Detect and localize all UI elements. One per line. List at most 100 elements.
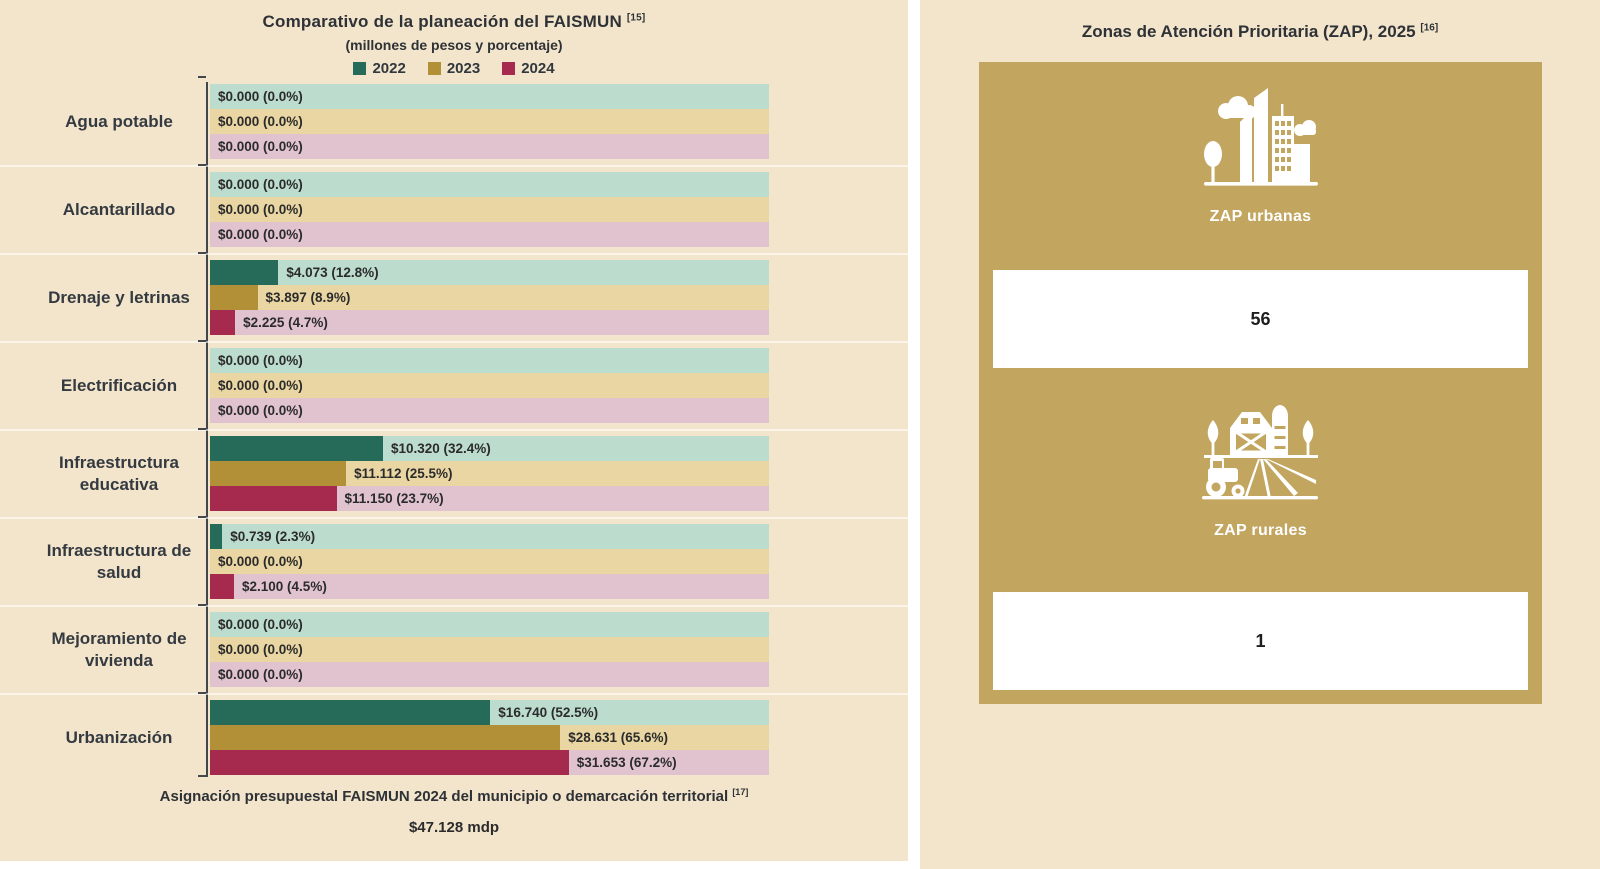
bar-row: $31.653 (67.2%) bbox=[210, 750, 769, 775]
bar-value-label: $11.112 (25.5%) bbox=[354, 466, 453, 481]
category-bars: $0.000 (0.0%) $0.000 (0.0%) $0.000 (0.0%… bbox=[210, 172, 769, 247]
category-group: Infraestructura educativa $10.320 (32.4%… bbox=[0, 428, 1023, 519]
category-bars: $0.000 (0.0%) $0.000 (0.0%) $0.000 (0.0%… bbox=[210, 84, 769, 159]
bar-fill bbox=[210, 436, 383, 461]
bar-value-label: $0.739 (2.3%) bbox=[230, 529, 316, 544]
bar-row: $0.739 (2.3%) bbox=[210, 524, 769, 549]
zap-urban-label: ZAP urbanas bbox=[1209, 208, 1312, 225]
bar-value-label: $0.000 (0.0%) bbox=[218, 667, 303, 682]
bar-fill bbox=[210, 524, 223, 549]
city-icon bbox=[1203, 88, 1318, 186]
chart-legend: 2022 2023 2024 bbox=[0, 60, 908, 77]
bar-value-label: $31.653 (67.2%) bbox=[576, 755, 677, 770]
bar-fill bbox=[210, 574, 235, 599]
legend-item-2024: 2024 bbox=[502, 60, 555, 77]
bar-row: $0.000 (0.0%) bbox=[210, 612, 769, 637]
bar-fill bbox=[210, 700, 491, 725]
bar-row: $0.000 (0.0%) bbox=[210, 373, 769, 398]
bar-value-label: $0.000 (0.0%) bbox=[218, 89, 303, 104]
bar-value-label: $4.073 (12.8%) bbox=[286, 265, 379, 280]
bar-row: $0.000 (0.0%) bbox=[210, 348, 769, 373]
chart-groups: Agua potable $0.000 (0.0%) $0.000 (0.0%)… bbox=[0, 76, 1023, 775]
category-bars: $10.320 (32.4%) $11.112 (25.5%) $11.150 … bbox=[210, 436, 769, 511]
chart-title-text: Comparativo de la planeación del FAISMUN bbox=[262, 12, 622, 31]
budget-allocation-value: $47.128 mdp bbox=[408, 819, 500, 836]
budget-allocation-text: Asignación presupuestal FAISMUN 2024 del… bbox=[159, 788, 729, 805]
bar-value-label: $0.000 (0.0%) bbox=[218, 114, 303, 129]
category-group: Electrificación $0.000 (0.0%) $0.000 (0.… bbox=[0, 340, 1023, 431]
bar-value-label: $2.100 (4.5%) bbox=[242, 579, 327, 594]
bar-row: $16.740 (52.5%) bbox=[210, 700, 769, 725]
category-group: Urbanización $16.740 (52.5%) $28.631 (65… bbox=[0, 692, 908, 775]
bar-value-label: $0.000 (0.0%) bbox=[218, 353, 303, 368]
bar-value-label: $0.000 (0.0%) bbox=[218, 642, 303, 657]
bar-row: $0.000 (0.0%) bbox=[210, 637, 769, 662]
bar-value-label: $2.225 (4.7%) bbox=[243, 315, 328, 330]
bar-row: $10.320 (32.4%) bbox=[210, 436, 769, 461]
category-group: Alcantarillado $0.000 (0.0%) $0.000 (0.0… bbox=[0, 164, 1023, 255]
bar-fill bbox=[210, 461, 347, 486]
legend-swatch-2022 bbox=[353, 62, 367, 75]
budget-allocation-note: Asignación presupuestal FAISMUN 2024 del… bbox=[0, 787, 908, 805]
chart-title-footnote-ref: [15] bbox=[626, 12, 646, 24]
category-label: Urbanización bbox=[65, 727, 173, 747]
bar-fill bbox=[210, 725, 561, 750]
bar-value-label: $11.150 (23.7%) bbox=[344, 491, 444, 506]
legend-label-2024: 2024 bbox=[521, 60, 555, 77]
legend-swatch-2024 bbox=[502, 62, 516, 75]
bar-value-label: $3.897 (8.9%) bbox=[265, 290, 351, 305]
zap-urban-value-band: 56 bbox=[993, 270, 1528, 368]
zap-title-footnote-ref: [16] bbox=[1420, 22, 1439, 34]
bar-row: $28.631 (65.6%) bbox=[210, 725, 769, 750]
category-label: Alcantarillado bbox=[62, 199, 176, 219]
bar-fill bbox=[210, 260, 279, 285]
category-group: Agua potable $0.000 (0.0%) $0.000 (0.0%)… bbox=[0, 76, 1023, 167]
bar-value-label: $28.631 (65.6%) bbox=[568, 730, 669, 745]
chart-header: Comparativo de la planeación del FAISMUN… bbox=[0, 0, 908, 77]
bar-value-label: $0.000 (0.0%) bbox=[218, 139, 303, 154]
category-group: Drenaje y letrinas $4.073 (12.8%) $3.897… bbox=[0, 252, 1023, 343]
zap-rural-value-band: 1 bbox=[993, 592, 1528, 690]
bar-fill bbox=[210, 285, 258, 310]
category-label: Drenaje y letrinas bbox=[48, 287, 190, 307]
bar-row: $0.000 (0.0%) bbox=[210, 134, 769, 159]
legend-item-2023: 2023 bbox=[427, 60, 481, 77]
legend-label-2023: 2023 bbox=[446, 60, 481, 77]
category-bars: $16.740 (52.5%) $28.631 (65.6%) $31.653 … bbox=[210, 700, 769, 775]
chart-subtitle: (millones de pesos y porcentaje) bbox=[345, 37, 563, 53]
bar-value-label: $0.000 (0.0%) bbox=[218, 177, 303, 192]
category-bars: $0.739 (2.3%) $0.000 (0.0%) $2.100 (4.5%… bbox=[210, 524, 769, 599]
bar-row: $0.000 (0.0%) bbox=[210, 662, 769, 687]
bar-value-label: $0.000 (0.0%) bbox=[218, 554, 303, 569]
category-label: Agua potable bbox=[65, 111, 173, 131]
category-group: Mejoramiento de vivienda $0.000 (0.0%) $… bbox=[0, 604, 1023, 695]
bar-row: $3.897 (8.9%) bbox=[210, 285, 769, 310]
legend-label-2022: 2022 bbox=[372, 60, 406, 77]
category-group: Infraestructura de salud $0.739 (2.3%) $… bbox=[0, 516, 1023, 607]
budget-allocation-footnote-ref: [17] bbox=[732, 787, 749, 797]
category-bars: $0.000 (0.0%) $0.000 (0.0%) $0.000 (0.0%… bbox=[210, 348, 769, 423]
bar-fill bbox=[210, 486, 337, 511]
bar-value-label: $10.320 (32.4%) bbox=[390, 441, 491, 456]
axis-tick bbox=[198, 775, 206, 777]
bar-row: $0.000 (0.0%) bbox=[210, 109, 769, 134]
bar-row: $11.112 (25.5%) bbox=[210, 461, 769, 486]
category-label: Infraestructura de salud bbox=[46, 541, 192, 582]
faismun-chart-panel: Comparativo de la planeación del FAISMUN… bbox=[0, 0, 908, 861]
bar-value-label: $16.740 (52.5%) bbox=[498, 705, 599, 720]
chart-footer: Asignación presupuestal FAISMUN 2024 del… bbox=[0, 787, 908, 836]
bar-value-label: $0.000 (0.0%) bbox=[218, 617, 303, 632]
zap-urban-section: ZAP urbanas bbox=[993, 62, 1528, 270]
bar-value-label: $0.000 (0.0%) bbox=[218, 378, 303, 393]
category-label: Electrificación bbox=[60, 375, 178, 395]
category-bars: $0.000 (0.0%) $0.000 (0.0%) $0.000 (0.0%… bbox=[210, 612, 769, 687]
bar-row: $2.100 (4.5%) bbox=[210, 574, 769, 599]
zap-title-text: Zonas de Atención Prioritaria (ZAP), 202… bbox=[1081, 22, 1416, 41]
chart-plot-area: Agua potable $0.000 (0.0%) $0.000 (0.0%)… bbox=[0, 76, 1023, 777]
bar-row: $0.000 (0.0%) bbox=[210, 222, 769, 247]
zap-rural-value: 1 bbox=[1255, 630, 1266, 651]
bar-row: $0.000 (0.0%) bbox=[210, 549, 769, 574]
bar-row: $0.000 (0.0%) bbox=[210, 398, 769, 423]
bar-row: $0.000 (0.0%) bbox=[210, 172, 769, 197]
category-label: Infraestructura educativa bbox=[59, 453, 179, 494]
